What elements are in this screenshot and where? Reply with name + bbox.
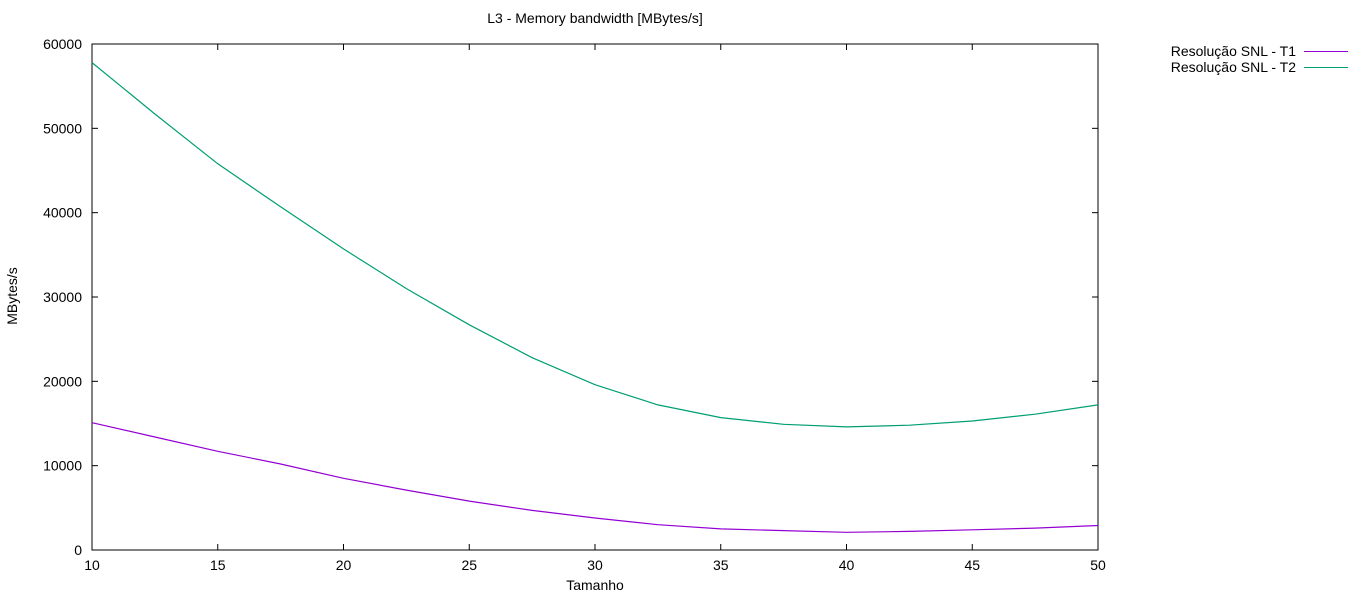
- axis-ticks: 10 15 20 25 30 35 40 45 50 0 10000 20000 30000 40000 5…: [43, 36, 1106, 573]
- plot-frame: [91, 43, 1099, 551]
- x-tick-label: 45: [964, 557, 980, 573]
- legend-item-t2: Resolução SNL - T2: [1130, 59, 1348, 75]
- legend-item-t1: Resolução SNL - T1: [1130, 43, 1348, 59]
- legend-swatch-t2: [1304, 66, 1348, 68]
- x-tick-label: 15: [210, 557, 226, 573]
- x-axis-label: Tamanho: [566, 577, 624, 593]
- legend-label-t2: Resolução SNL - T2: [1170, 59, 1296, 75]
- x-tick-label: 50: [1090, 557, 1106, 573]
- x-tick-label: 30: [587, 557, 603, 573]
- y-tick-label: 60000: [43, 36, 82, 52]
- series-line-2: [91, 62, 1099, 428]
- legend-swatch-t1: [1304, 50, 1348, 52]
- x-tick-label: 35: [713, 557, 729, 573]
- chart-title: L3 - Memory bandwidth [MBytes/s]: [487, 10, 703, 26]
- y-tick-label: 50000: [43, 120, 82, 136]
- x-tick-label: 25: [461, 557, 477, 573]
- x-tick-label: 10: [84, 557, 100, 573]
- x-tick-label: 40: [839, 557, 855, 573]
- y-axis-label: MBytes/s: [4, 267, 20, 325]
- legend: Resolução SNL - T1 Resolução SNL - T2: [1130, 43, 1348, 75]
- series-line-1: [91, 422, 1099, 533]
- y-tick-label: 0: [74, 542, 82, 558]
- x-tick-label: 20: [336, 557, 352, 573]
- y-tick-label: 10000: [43, 458, 82, 474]
- y-tick-label: 40000: [43, 205, 82, 221]
- y-tick-label: 20000: [43, 373, 82, 389]
- series-lines: [91, 62, 1099, 533]
- y-tick-label: 30000: [43, 289, 82, 305]
- legend-label-t1: Resolução SNL - T1: [1170, 43, 1296, 59]
